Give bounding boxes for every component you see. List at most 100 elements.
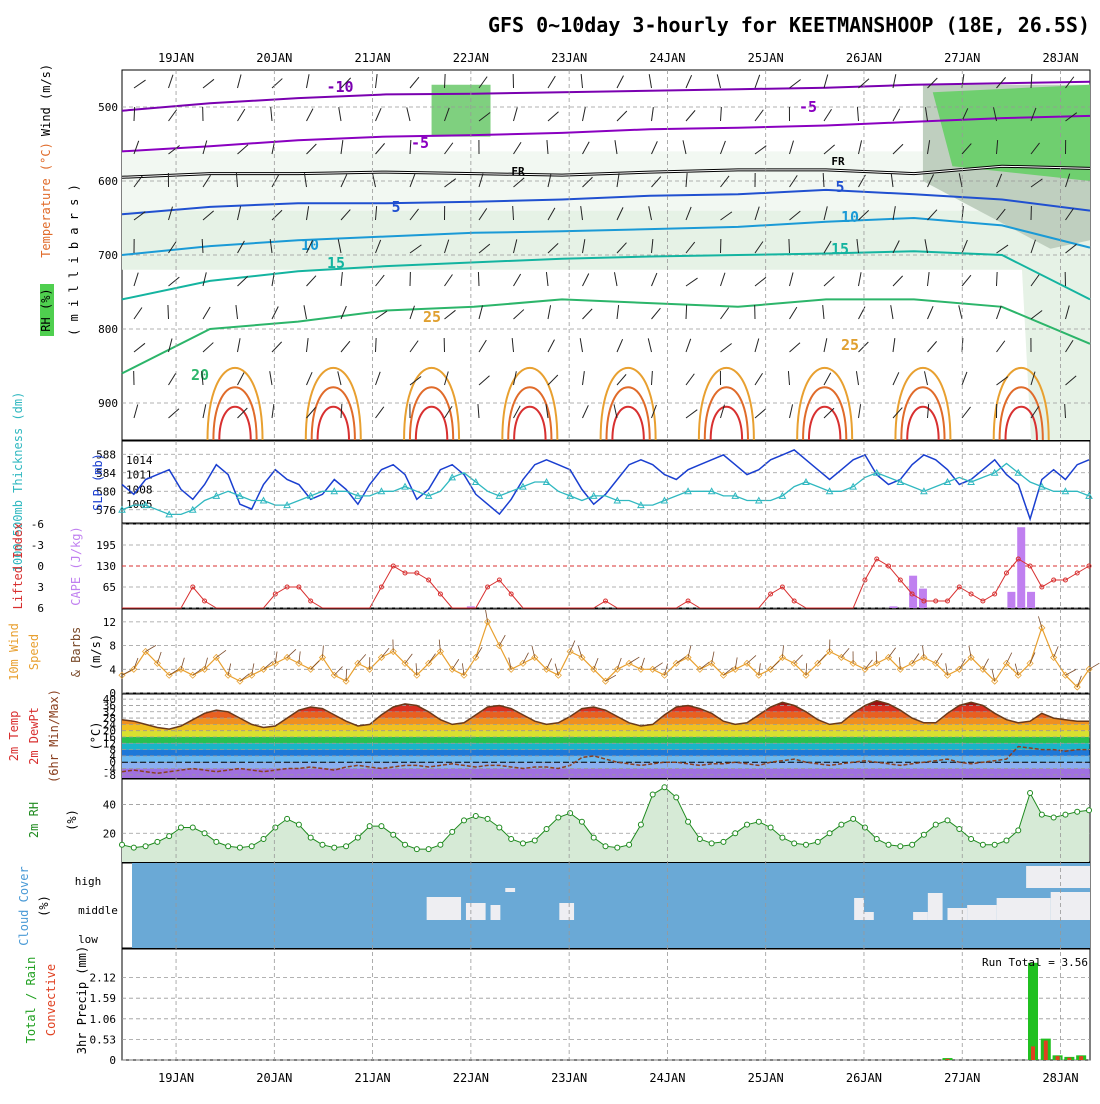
rh-marker: [969, 837, 974, 842]
tick-wind-12: 12: [103, 616, 116, 629]
temp-band: [122, 750, 1090, 756]
rh-marker: [568, 811, 573, 816]
rh-band-30: [122, 211, 1090, 270]
rh-marker: [497, 825, 502, 830]
side-label-slp: SLP (mb): [91, 453, 105, 511]
cape-bar-6: [1027, 592, 1035, 608]
rh-marker: [556, 815, 561, 820]
tick-li-6: 6: [37, 602, 44, 615]
rh-marker: [839, 822, 844, 827]
rh-marker: [815, 839, 820, 844]
isotherm-label-8: 10: [841, 208, 859, 226]
rh-marker: [520, 841, 525, 846]
wind-barb: [997, 272, 998, 286]
precip-conv-bar-3: [1056, 1056, 1060, 1060]
tick-precip-0.53: 0.53: [90, 1033, 117, 1046]
temp-band: [122, 743, 1090, 749]
wind-barb: [134, 107, 135, 121]
side-label-minmax: (6hr Min/Max): [47, 689, 61, 783]
rh-marker: [638, 822, 643, 827]
rh-marker: [827, 831, 832, 836]
rh-marker: [733, 831, 738, 836]
rh-marker: [226, 844, 231, 849]
temp-band: [122, 762, 1090, 768]
isotherm-label-9: 15: [327, 254, 345, 272]
rh-marker: [202, 831, 207, 836]
rh-marker: [851, 816, 856, 821]
rh-marker: [379, 824, 384, 829]
rh-marker: [579, 819, 584, 824]
rh-marker: [261, 837, 266, 842]
rh-marker: [697, 837, 702, 842]
rh-marker: [143, 844, 148, 849]
side-label-lifted-index: Lifted Index: [11, 523, 25, 610]
rh-marker: [1063, 812, 1068, 817]
tick-700: 700: [98, 249, 118, 262]
precip-conv-bar-2: [1044, 1041, 1048, 1060]
rh-marker: [403, 842, 408, 847]
rh-marker: [792, 841, 797, 846]
rh-marker: [768, 825, 773, 830]
tick-temp-40: 40: [103, 693, 116, 706]
tick-li--3: -3: [31, 539, 44, 552]
isotherm-label-11: 20: [191, 366, 209, 384]
panel-frame-precip: [122, 949, 1090, 1060]
tick-wind-4: 4: [109, 663, 116, 676]
date-top-28JAN: 28JAN: [1042, 51, 1078, 65]
precip-conv-bar-1: [1031, 1046, 1035, 1060]
cloud-patch-2: [491, 905, 501, 920]
cloud-level-high: high: [75, 875, 102, 888]
rh-marker: [627, 842, 632, 847]
rh-marker: [355, 835, 360, 840]
panel-frame-slp: [122, 441, 1090, 523]
side-label-2m-rh: 2m RH: [27, 802, 41, 838]
side-label-cape: CAPE (J/kg): [69, 526, 83, 605]
rh-marker: [485, 816, 490, 821]
side-label-temperature: Temperature (°C): [39, 142, 53, 258]
cloud-patch-9: [948, 908, 968, 920]
tick-rh-40: 40: [103, 799, 116, 812]
rh-marker: [1004, 838, 1009, 843]
rh-marker: [332, 845, 337, 850]
cloud-level-middle: middle: [78, 904, 118, 917]
rh-marker: [921, 832, 926, 837]
temp-band: [122, 769, 1090, 778]
rh-marker: [426, 847, 431, 852]
date-bottom-20JAN: 20JAN: [256, 1071, 292, 1085]
date-top-27JAN: 27JAN: [944, 51, 980, 65]
side-label-barbs: & Barbs: [69, 627, 83, 678]
isotherm-label-13: 25: [841, 336, 859, 354]
tick-cape-130: 130: [96, 560, 116, 573]
cloud-patch-11: [997, 898, 1051, 920]
rh-marker: [603, 844, 608, 849]
rh-marker: [780, 835, 785, 840]
wind-barb-10m: [876, 651, 877, 663]
rh-marker: [1087, 808, 1092, 813]
tick-wind-8: 8: [109, 640, 116, 653]
tick-li-0: 0: [37, 560, 44, 573]
side-label-rh: RH (%): [39, 288, 53, 331]
date-top-22JAN: 22JAN: [453, 51, 489, 65]
rh-marker: [285, 816, 290, 821]
side-label-10m-wind: 10m Wind: [7, 623, 21, 681]
cape-bar-5: [1017, 527, 1025, 608]
rh-marker: [178, 825, 183, 830]
side-label-wind-units: (m/s): [89, 634, 103, 670]
cloud-patch-7: [913, 912, 928, 920]
rh-marker: [1075, 809, 1080, 814]
rh-marker: [1039, 812, 1044, 817]
rh-marker: [450, 829, 455, 834]
rh-marker: [367, 824, 372, 829]
cloud-patch-12: [1051, 892, 1090, 920]
rh-marker: [591, 835, 596, 840]
rh-marker: [933, 822, 938, 827]
rh-marker: [249, 844, 254, 849]
tick-900: 900: [98, 397, 118, 410]
cloud-patch-5: [854, 898, 864, 920]
date-bottom-25JAN: 25JAN: [748, 1071, 784, 1085]
wind-barb: [789, 239, 790, 253]
rh-marker: [296, 822, 301, 827]
cloud-patch-8: [928, 893, 943, 920]
cloud-patch-13: [1026, 866, 1090, 888]
